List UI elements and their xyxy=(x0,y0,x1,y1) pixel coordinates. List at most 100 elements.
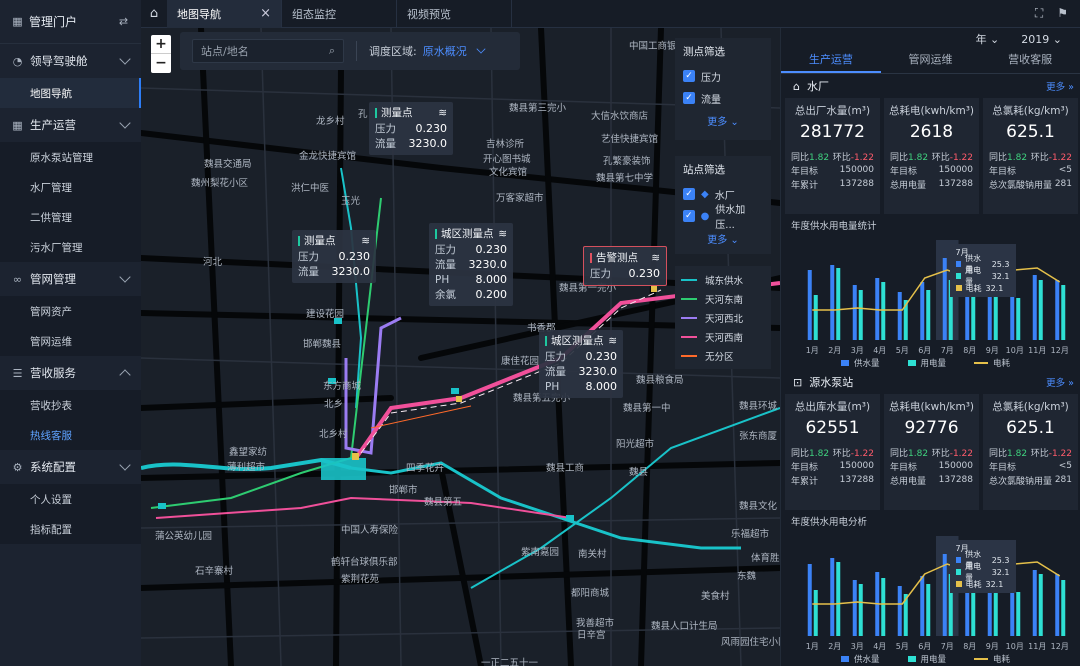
legend-item[interactable]: 供水量 xyxy=(841,357,880,369)
home-icon[interactable]: ⌂ xyxy=(149,6,159,21)
legend-item[interactable]: 用电量 xyxy=(907,653,946,665)
kpi-card[interactable]: 总氯耗(kg/km³) 625.1 同比1.82 环比-1.22 年目标 <5 总次氯酸钠用… xyxy=(983,98,1078,214)
bar-power[interactable] xyxy=(1061,285,1066,340)
period-select[interactable]: 年 ⌄ xyxy=(975,33,1000,46)
alarm-point-popup[interactable]: 告警测点 ≋ 压力 0.230 xyxy=(583,246,667,286)
fullscreen-icon[interactable]: ⛶ xyxy=(1034,6,1044,20)
bar-supply[interactable] xyxy=(1055,574,1060,636)
more-link[interactable]: 更多 » xyxy=(1046,378,1074,389)
bar-power[interactable] xyxy=(948,574,953,636)
tab-pipe-ops[interactable]: 管网运维 xyxy=(908,53,953,66)
kpi-card[interactable]: 总耗电(kwh/km³) 2618 同比1.82 环比-1.22 年目标 150000 总用… xyxy=(884,98,979,214)
more-link[interactable]: 更多 » xyxy=(1046,82,1074,93)
sidebar-item-sewage-plant[interactable]: 污水厂管理 xyxy=(0,232,141,262)
bar-power[interactable] xyxy=(813,295,818,340)
bar-power[interactable] xyxy=(836,268,841,340)
checkbox-checked-icon[interactable]: ✓ xyxy=(683,92,695,104)
bar-supply[interactable] xyxy=(1032,275,1037,340)
close-icon[interactable]: × xyxy=(260,6,271,21)
bar-power[interactable] xyxy=(1016,592,1021,636)
bar-supply[interactable] xyxy=(942,554,947,636)
legend-item[interactable]: 天河西南 xyxy=(681,327,765,346)
bar-supply[interactable] xyxy=(965,564,970,636)
tab-video-preview[interactable]: 视频预览 xyxy=(397,0,512,28)
tab-map-nav[interactable]: 地图导航 × xyxy=(167,0,282,28)
legend-item[interactable]: 用电量 xyxy=(907,357,946,369)
zoom-out-button[interactable]: − xyxy=(155,55,167,71)
sidebar-group-system[interactable]: ⚙ 系统配置 xyxy=(0,450,141,484)
bar-power[interactable] xyxy=(858,290,863,340)
sidebar-item-pump-station[interactable]: 原水泵站管理 xyxy=(0,142,141,172)
bar-power[interactable] xyxy=(881,578,886,636)
kpi-card[interactable]: 总出库水量(m³) 62551 同比1.82 环比-1.22 年目标 150000 年累计 1… xyxy=(785,394,880,510)
sidebar-group-revenue[interactable]: ☰ 营收服务 xyxy=(0,356,141,390)
more-link[interactable]: 更多 ⌄ xyxy=(707,235,739,246)
bar-supply[interactable] xyxy=(920,576,925,636)
filter-option-flow[interactable]: ✓ 流量 xyxy=(683,87,763,109)
bar-supply[interactable] xyxy=(920,282,925,340)
zoom-in-button[interactable]: + xyxy=(151,35,171,54)
checkbox-checked-icon[interactable]: ✓ xyxy=(683,210,695,222)
line-energy[interactable] xyxy=(812,559,1061,605)
sidebar-item-water-plant[interactable]: 水厂管理 xyxy=(0,172,141,202)
line-energy[interactable] xyxy=(812,264,1061,311)
bar-supply[interactable] xyxy=(897,292,902,340)
chevron-down-icon[interactable] xyxy=(476,44,486,54)
kpi-card[interactable]: 总耗电(kwh/km³) 92776 同比1.82 环比-1.22 年目标 150000 总… xyxy=(884,394,979,510)
bar-supply[interactable] xyxy=(830,558,835,636)
switch-icon[interactable]: ⇄ xyxy=(118,15,129,28)
measure-point-popup[interactable]: 测量点 ≋ 压力 0.230 流量 3230.0 xyxy=(292,230,376,283)
checkbox-checked-icon[interactable]: ✓ xyxy=(683,188,695,200)
bar-supply[interactable] xyxy=(875,278,880,340)
tab-revenue[interactable]: 营收客服 xyxy=(1008,53,1053,66)
bar-supply[interactable] xyxy=(965,270,970,340)
legend-item[interactable]: 天河西北 xyxy=(681,308,765,327)
bar-supply[interactable] xyxy=(1010,292,1015,340)
kpi-card[interactable]: 总出厂水量(m³) 281772 同比1.82 环比-1.22 年目标 150000 年累计… xyxy=(785,98,880,214)
checkbox-checked-icon[interactable]: ✓ xyxy=(683,70,695,82)
bar-power[interactable] xyxy=(1038,280,1043,340)
kpi-card[interactable]: 总氯耗(kg/km³) 625.1 同比1.82 环比-1.22 年目标 <5 总次氯酸钠用… xyxy=(983,394,1078,510)
bar-supply[interactable] xyxy=(1055,280,1060,340)
bar-power[interactable] xyxy=(971,295,976,340)
bar-supply[interactable] xyxy=(830,265,835,340)
tab-config-monitor[interactable]: 组态监控 xyxy=(282,0,397,28)
filter-option-pressure[interactable]: ✓ 压力 xyxy=(683,65,763,87)
sidebar-item-secondary-supply[interactable]: 二供管理 xyxy=(0,202,141,232)
bar-supply[interactable] xyxy=(807,270,812,340)
bar-power[interactable] xyxy=(993,288,998,340)
bookmark-icon[interactable]: ⚑ xyxy=(1057,6,1068,20)
filter-option-booster[interactable]: ✓ ● 供水加压... xyxy=(683,205,763,231)
sidebar-item-map-nav[interactable]: 地图导航 xyxy=(0,78,141,108)
more-link[interactable]: 更多 ⌄ xyxy=(707,117,739,128)
legend-item[interactable]: 供水量 xyxy=(841,653,880,665)
bar-supply[interactable] xyxy=(987,285,992,340)
search-icon[interactable]: ⌕ xyxy=(328,44,335,57)
year-select[interactable]: 2019 ⌄ xyxy=(1021,32,1062,46)
sidebar-group-production[interactable]: ▦ 生产运营 xyxy=(0,108,141,142)
bar-supply[interactable] xyxy=(897,586,902,636)
legend-item[interactable]: 天河东南 xyxy=(681,289,765,308)
legend-item[interactable]: 城东供水 xyxy=(681,270,765,289)
legend-item[interactable]: 电耗 xyxy=(974,653,1010,665)
bar-power[interactable] xyxy=(903,594,908,636)
sidebar-item-hotline[interactable]: 热线客服 xyxy=(0,420,141,450)
sidebar-item-pipe-ops[interactable]: 管网运维 xyxy=(0,326,141,356)
bar-power[interactable] xyxy=(926,290,931,340)
region-select[interactable]: 原水概况 xyxy=(422,45,467,58)
city-point-popup[interactable]: 城区测量点 ≋ 压力 0.230 流量 3230.0 PH 8.000 余氯 0.200 xyxy=(429,223,513,306)
sidebar-item-indicator-config[interactable]: 指标配置 xyxy=(0,514,141,544)
bar-power[interactable] xyxy=(881,282,886,340)
city-point-popup[interactable]: 城区测量点 ≋ 压力 0.230 流量 3230.0 PH 8.000 xyxy=(539,330,623,398)
bar-power[interactable] xyxy=(903,300,908,340)
bar-supply[interactable] xyxy=(1010,586,1015,636)
bar-power[interactable] xyxy=(1038,574,1043,636)
sidebar-item-meter-reading[interactable]: 营收抄表 xyxy=(0,390,141,420)
bar-power[interactable] xyxy=(813,590,818,636)
bar-power[interactable] xyxy=(836,562,841,636)
bar-power[interactable] xyxy=(948,280,953,340)
bar-supply[interactable] xyxy=(942,258,947,340)
bar-power[interactable] xyxy=(926,584,931,636)
map-view[interactable]: 孔 龙乡村 金龙快捷宾馆 魏县交通局 魏州梨花小区 洪仁中医 玉光 河北 建设花… xyxy=(141,28,780,666)
sidebar-item-pipe-assets[interactable]: 管网资产 xyxy=(0,296,141,326)
